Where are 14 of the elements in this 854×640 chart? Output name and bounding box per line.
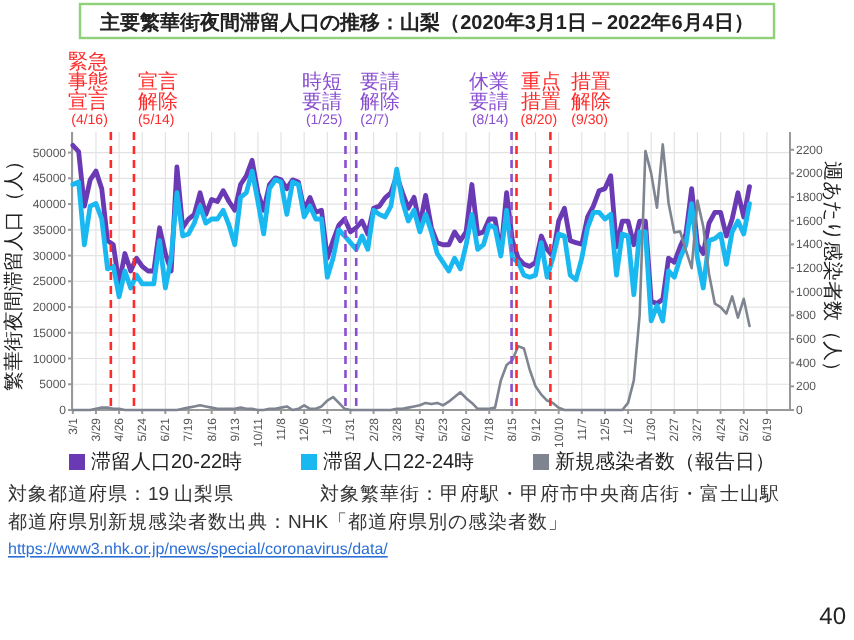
line-series	[70, 142, 752, 306]
text: https://www3.nhk.or.jp/news/special/coronavirus/data/	[8, 540, 390, 558]
text: 都道府県別新規感染者数出典：NHK「都道府県別の感染者数」	[8, 510, 569, 534]
chart-title: 主要繁華街夜間滞留人口の推移：山梨（2020年3月1日－2022年6月4日）	[98, 11, 754, 35]
line-series	[71, 143, 751, 412]
legend-label: 新規感染者数（報告日）	[555, 450, 775, 474]
text: 対象繁華街：甲府駅・甲府市中央商店街・富士山駅	[320, 482, 780, 506]
y-axis-title: 繁華街夜間滞留人口（人）	[2, 151, 26, 391]
line-series	[70, 166, 752, 324]
legend-label: 滞留人口20-22時	[91, 450, 243, 474]
text: 対象都道府県：19 山梨県	[8, 482, 235, 506]
legend-label: 滞留人口22-24時	[323, 450, 475, 474]
y2-axis-title: 週あたり感染者数（人）	[820, 161, 844, 381]
text: 40	[819, 602, 847, 630]
